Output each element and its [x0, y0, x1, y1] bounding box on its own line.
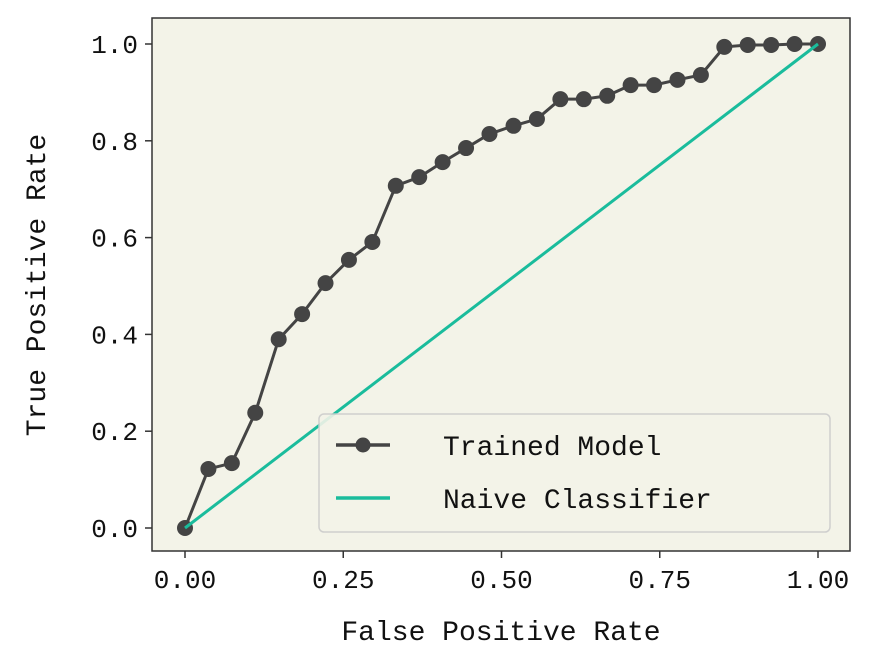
x-tick-label: 0.75 [629, 566, 691, 596]
trained-model-point [646, 77, 663, 94]
y-tick-label: 0.0 [91, 515, 138, 545]
trained-model-point [364, 233, 381, 250]
trained-model-point [505, 117, 522, 134]
legend-trained-label: Trained Model [443, 433, 661, 464]
trained-model-point [786, 36, 803, 52]
trained-model-point [458, 140, 475, 157]
y-tick-label: 0.6 [91, 225, 138, 255]
x-tick-label: 0.25 [312, 566, 374, 596]
y-tick-label: 0.4 [91, 321, 138, 351]
trained-model-point [270, 331, 287, 348]
y-tick-label: 0.8 [91, 128, 138, 158]
trained-model-point [317, 275, 334, 292]
legend-naive-label: Naive Classifier [443, 486, 712, 517]
trained-model-point [692, 66, 709, 83]
x-tick-label: 1.00 [787, 566, 849, 596]
trained-model-point [294, 306, 311, 323]
y-tick-label: 1.0 [91, 31, 138, 61]
naive-classifier-line [184, 42, 819, 530]
trained-model-point [434, 154, 451, 171]
trained-model-point [411, 169, 428, 186]
trained-model-point [223, 455, 240, 472]
trained-model-point [599, 87, 616, 104]
trained-model-point [575, 91, 592, 108]
x-tick-label: 0.00 [154, 566, 216, 596]
trained-model-point [622, 77, 639, 94]
trained-model-point [387, 177, 404, 194]
legend-trained-marker [355, 437, 371, 453]
trained-model-point [552, 91, 569, 108]
trained-model-point [739, 36, 756, 53]
trained-model-point [481, 126, 498, 143]
trained-model-point [247, 404, 264, 421]
legend: Trained Model Naive Classifier [318, 413, 831, 533]
trained-model-point [340, 251, 357, 268]
trained-model-line [183, 42, 818, 529]
trained-model-point [200, 460, 217, 477]
y-axis-label: True Positive Rate [23, 134, 54, 436]
x-tick-label: 0.50 [470, 566, 532, 596]
y-tick-label: 0.2 [91, 418, 138, 448]
trained-model-point [528, 111, 545, 128]
trained-model-point [716, 38, 733, 55]
trained-model-point [669, 71, 686, 88]
trained-model-point [763, 36, 780, 53]
x-axis-label: False Positive Rate [341, 618, 660, 649]
